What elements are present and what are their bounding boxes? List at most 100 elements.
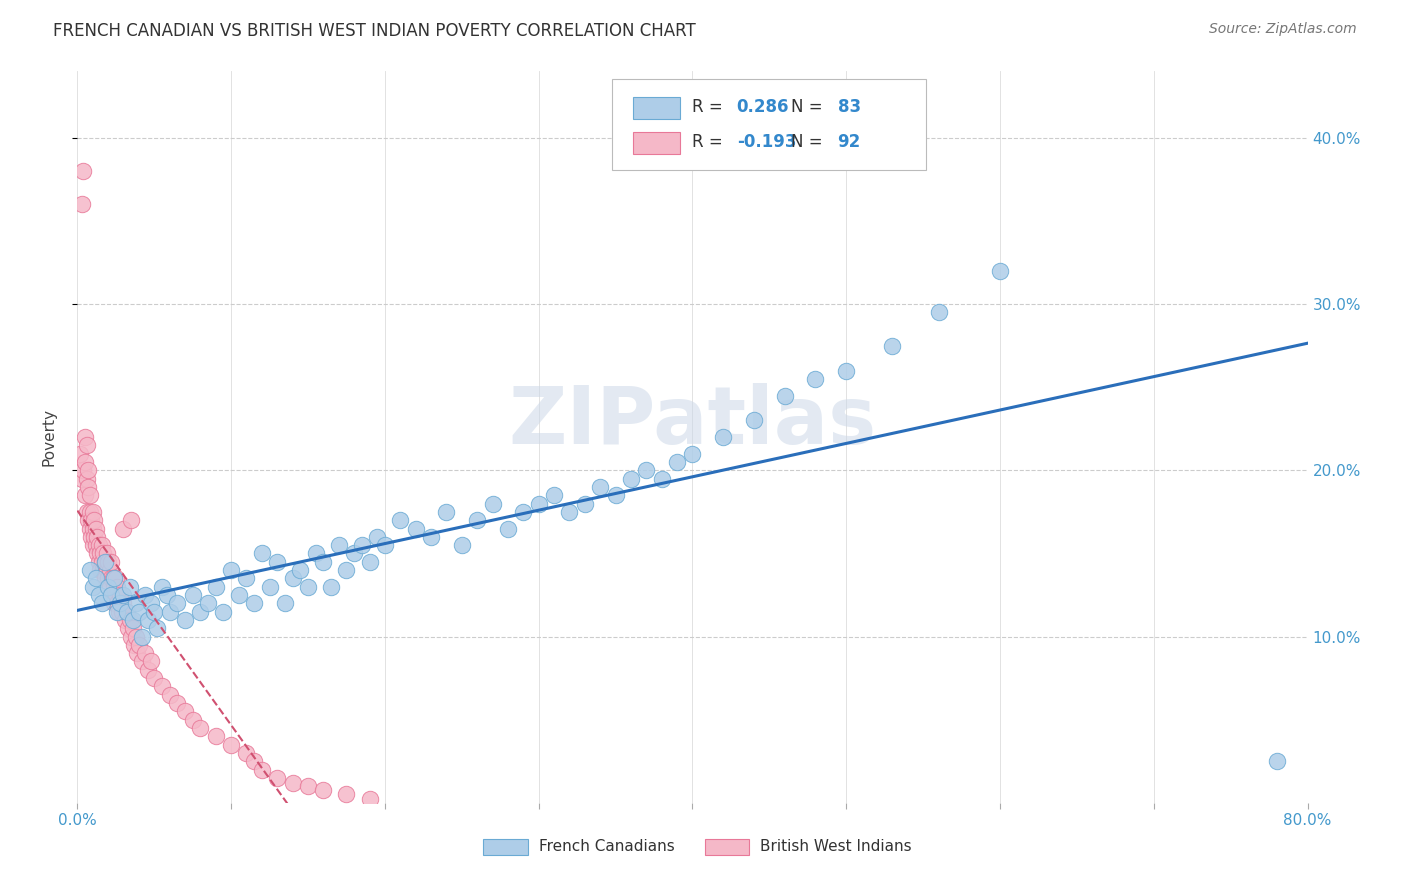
Point [90, 555, 114, 569]
Point [465, 513, 488, 527]
Point [405, 521, 427, 535]
Point [83, 530, 105, 544]
Text: French Canadians: French Canadians [538, 839, 675, 855]
Point [112, 521, 135, 535]
Point [93, 546, 115, 560]
Point [87, 538, 110, 552]
Point [94, 555, 117, 569]
Point [80, 513, 103, 527]
Point [80, 530, 103, 544]
Point [141, 655, 163, 669]
Point [79, 521, 101, 535]
Point [84, 538, 107, 552]
Point [120, 630, 142, 644]
Point [89, 563, 111, 577]
Point [93, 563, 115, 577]
FancyBboxPatch shape [634, 132, 681, 154]
Point [118, 613, 141, 627]
Point [651, 472, 673, 486]
Point [155, 588, 177, 602]
Point [131, 630, 153, 644]
Point [212, 605, 235, 619]
Text: British West Indians: British West Indians [761, 839, 911, 855]
Point [77, 463, 100, 477]
Point [197, 596, 219, 610]
Point [188, 721, 212, 735]
Point [436, 505, 458, 519]
Point [69, 447, 91, 461]
Point [835, 363, 858, 377]
Point [219, 738, 242, 752]
Point [72, 164, 94, 178]
Text: R =: R = [693, 98, 728, 116]
Point [128, 605, 150, 619]
Point [97, 571, 120, 585]
Point [389, 513, 412, 527]
Point [274, 596, 297, 610]
Point [117, 621, 139, 635]
Point [104, 588, 127, 602]
Point [73, 488, 96, 502]
Point [72, 463, 94, 477]
Point [87, 555, 110, 569]
Point [450, 538, 472, 552]
Point [328, 538, 350, 552]
Point [105, 605, 128, 619]
Point [319, 580, 342, 594]
Point [620, 472, 643, 486]
Point [94, 571, 117, 585]
Point [266, 771, 288, 785]
Point [297, 779, 319, 793]
Point [281, 571, 304, 585]
Point [89, 546, 111, 560]
Point [527, 497, 550, 511]
Text: Source: ZipAtlas.com: Source: ZipAtlas.com [1209, 22, 1357, 37]
Point [543, 488, 565, 502]
Point [166, 596, 188, 610]
Point [121, 613, 143, 627]
Point [87, 588, 110, 602]
Point [243, 596, 266, 610]
Point [366, 530, 388, 544]
Point [103, 580, 125, 594]
Text: R =: R = [693, 133, 728, 152]
Point [76, 438, 98, 452]
Point [82, 521, 104, 535]
Point [134, 646, 156, 660]
Point [312, 782, 335, 797]
Point [105, 596, 128, 610]
Point [131, 655, 153, 669]
Text: 83: 83 [838, 98, 860, 116]
FancyBboxPatch shape [484, 839, 527, 855]
Point [103, 571, 125, 585]
Point [96, 563, 118, 577]
Point [115, 605, 138, 619]
Point [79, 563, 101, 577]
Point [343, 546, 366, 560]
Point [219, 563, 242, 577]
Point [77, 480, 100, 494]
Point [235, 571, 257, 585]
Point [98, 580, 121, 594]
Point [100, 588, 122, 602]
Point [121, 621, 143, 635]
Point [105, 580, 128, 594]
Point [73, 455, 96, 469]
Point [101, 571, 124, 585]
Point [73, 430, 96, 444]
Point [204, 580, 226, 594]
Point [86, 546, 108, 560]
Point [773, 388, 796, 402]
Point [82, 538, 104, 552]
Point [297, 580, 319, 594]
Point [481, 497, 503, 511]
Point [101, 588, 124, 602]
Text: N =: N = [792, 133, 828, 152]
Text: N =: N = [792, 98, 828, 116]
Point [374, 538, 396, 552]
Point [146, 621, 169, 635]
Point [90, 538, 114, 552]
Point [77, 513, 100, 527]
Point [76, 505, 98, 519]
Point [350, 538, 373, 552]
